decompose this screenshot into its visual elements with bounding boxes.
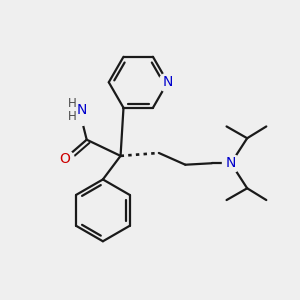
Text: H: H [68, 110, 76, 123]
Text: N: N [226, 156, 236, 170]
Text: H: H [68, 97, 76, 110]
Text: N: N [163, 75, 173, 89]
Text: O: O [59, 152, 70, 166]
Text: N: N [77, 103, 88, 117]
